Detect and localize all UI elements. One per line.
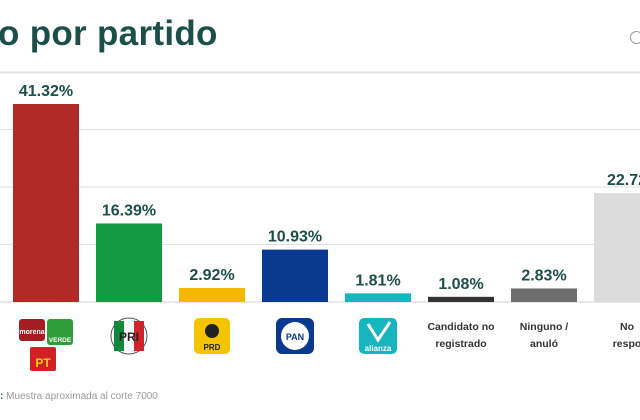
category-label: anuló — [530, 338, 558, 350]
pan-circle — [281, 322, 309, 350]
bar-value-label: 41.32% — [19, 83, 73, 100]
page-title: o por partido — [0, 14, 218, 53]
category-label: No — [620, 321, 634, 333]
bar — [345, 293, 411, 302]
pt-logo — [30, 347, 56, 371]
bar — [179, 288, 245, 302]
bar-value-label: 10.93% — [268, 229, 322, 246]
bar-value-label: 22.72 — [607, 172, 640, 189]
pri-stripe-red — [134, 321, 144, 351]
pri-logo-text: PRI — [119, 330, 139, 344]
pri-stripe-green — [114, 321, 124, 351]
bar — [13, 104, 79, 302]
pan-logo-text: PAN — [286, 332, 304, 342]
pvem-logo — [47, 319, 73, 345]
bar — [262, 249, 328, 302]
bar-value-label: 1.08% — [438, 276, 483, 293]
nueva-alianza-logo-text: alianza — [365, 344, 392, 353]
category-label: registrado — [435, 338, 486, 350]
footnote: : Muestra aproximada al corte 7000 — [0, 391, 158, 402]
morena-logo-text: morena — [19, 329, 44, 336]
bar — [594, 193, 640, 302]
pvem-logo-text: VERDE — [49, 337, 72, 344]
search-icon[interactable] — [630, 31, 640, 44]
prd-logo-text: PRD — [204, 343, 221, 352]
nueva-alianza-check — [366, 321, 392, 343]
pt-logo-text: PT — [35, 356, 51, 370]
footnote-text: Muestra aproximada al corte 7000 — [6, 391, 158, 402]
morena-logo — [19, 319, 45, 341]
bar-value-label: 2.92% — [189, 267, 234, 284]
prd-sun — [205, 324, 219, 338]
bar-value-label: 2.83% — [521, 267, 566, 284]
bar-value-label: 16.39% — [102, 202, 156, 219]
category-label: Candidato no — [427, 321, 494, 333]
category-label: Ninguno / — [520, 321, 568, 333]
bar — [511, 288, 577, 302]
bar — [96, 223, 162, 302]
bar-value-label: 1.81% — [355, 272, 400, 289]
footnote-prefix: : — [0, 391, 4, 402]
bar — [428, 296, 494, 302]
category-label: respo — [613, 338, 640, 350]
